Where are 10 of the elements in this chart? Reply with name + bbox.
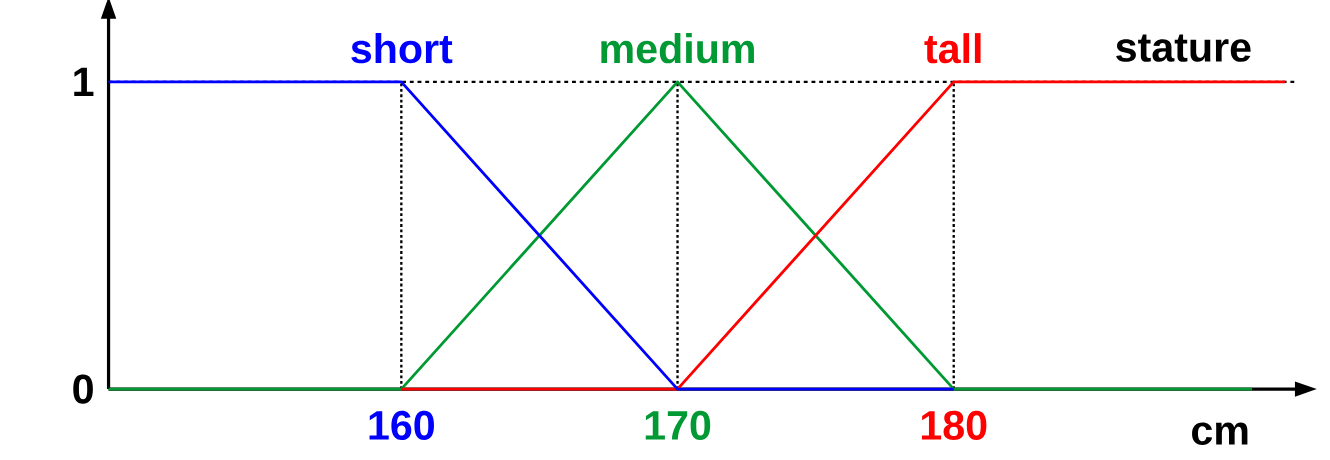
chart-title: stature <box>1116 34 1251 63</box>
series-label: tall <box>924 33 981 64</box>
series-label: medium <box>601 33 754 64</box>
x-tick-label: 180 <box>921 411 987 441</box>
x-axis-title: cm <box>1192 422 1248 446</box>
x-tick-label: 160 <box>369 411 434 441</box>
x-tick-label: 170 <box>645 411 711 441</box>
y-tick-label: 0 <box>73 374 93 404</box>
series-label: short <box>351 33 453 64</box>
y-tick-label: 1 <box>74 67 94 97</box>
